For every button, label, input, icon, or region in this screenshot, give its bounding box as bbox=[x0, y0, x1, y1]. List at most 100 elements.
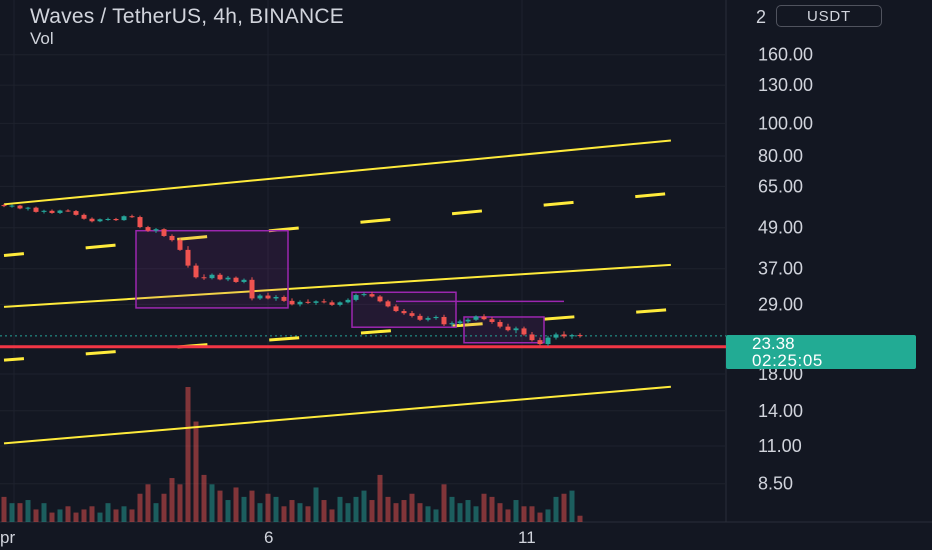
candle bbox=[481, 314, 487, 321]
volume-indicator-label[interactable]: Vol bbox=[30, 29, 54, 48]
volume-bar bbox=[89, 506, 95, 522]
volume-bar bbox=[321, 500, 327, 522]
volume-bars bbox=[1, 387, 583, 522]
candle-body bbox=[185, 249, 191, 266]
channel-line-dashed bbox=[3, 191, 672, 258]
candle bbox=[9, 204, 15, 208]
range-box bbox=[135, 229, 289, 309]
symbol-title[interactable]: Waves / TetherUS, 4h, BINANCE bbox=[30, 5, 344, 28]
candle bbox=[353, 293, 359, 302]
volume-bar bbox=[409, 493, 415, 522]
candle-body bbox=[217, 274, 223, 280]
candle bbox=[369, 291, 375, 298]
channel-line-solid bbox=[3, 139, 671, 206]
volume-bar bbox=[473, 506, 479, 522]
candle bbox=[321, 298, 327, 304]
candle-body bbox=[473, 316, 479, 320]
candle bbox=[401, 308, 407, 315]
candle-body bbox=[209, 274, 215, 279]
candle-body bbox=[401, 311, 407, 314]
candle bbox=[337, 301, 343, 307]
volume-bar bbox=[433, 509, 439, 522]
candle-body bbox=[169, 235, 175, 241]
candle-body bbox=[145, 227, 151, 231]
candle bbox=[217, 273, 223, 281]
volume-bar bbox=[457, 503, 463, 522]
volume-bar bbox=[313, 487, 319, 522]
y-tick-label: 37.00 bbox=[758, 259, 803, 279]
candle-body bbox=[569, 335, 575, 337]
candle bbox=[233, 276, 239, 283]
axis-top-label: 2 bbox=[756, 7, 767, 27]
candle bbox=[129, 214, 135, 218]
volume-bar bbox=[129, 509, 135, 522]
candles bbox=[1, 204, 583, 347]
candle-body bbox=[353, 295, 359, 300]
candle bbox=[377, 295, 383, 303]
candle bbox=[529, 332, 535, 342]
volume-bar bbox=[569, 490, 575, 522]
candle bbox=[393, 304, 399, 313]
volume-bar bbox=[337, 496, 343, 522]
volume-bar bbox=[265, 493, 271, 522]
volume-bar bbox=[145, 484, 151, 522]
time-axis[interactable]: pr 6 11 bbox=[0, 528, 536, 547]
candle bbox=[417, 313, 423, 321]
candle bbox=[209, 273, 215, 280]
candle bbox=[249, 277, 255, 301]
candle bbox=[153, 227, 159, 233]
candle-body bbox=[249, 279, 255, 299]
volume-bar bbox=[481, 493, 487, 522]
volume-bar bbox=[105, 503, 111, 522]
candle-body bbox=[241, 279, 247, 282]
volume-bar bbox=[153, 503, 159, 522]
candle-body bbox=[393, 306, 399, 312]
candle-body bbox=[385, 301, 391, 307]
channel-line-solid bbox=[3, 263, 671, 308]
volume-bar bbox=[393, 503, 399, 522]
y-tick-label: 100.00 bbox=[758, 113, 813, 133]
candle-body bbox=[505, 326, 511, 331]
channel-line-dashed bbox=[3, 307, 672, 362]
volume-bar bbox=[369, 500, 375, 522]
volume-bar bbox=[289, 500, 295, 522]
candle-body bbox=[25, 207, 31, 209]
candle-body bbox=[521, 328, 527, 335]
volume-bar bbox=[505, 509, 511, 522]
volume-bar bbox=[489, 496, 495, 522]
candle-body bbox=[121, 216, 127, 221]
y-tick-label: 49.00 bbox=[758, 218, 803, 238]
price-axis[interactable]: 160.00 130.00 100.00 80.00 65.00 49.00 37.00 29… bbox=[758, 45, 813, 494]
grid bbox=[0, 0, 932, 523]
candle-body bbox=[497, 322, 503, 327]
candle bbox=[289, 298, 295, 306]
candle-body bbox=[465, 319, 471, 322]
volume-bar bbox=[217, 490, 223, 522]
volume-bar bbox=[521, 506, 527, 522]
candle-body bbox=[89, 218, 95, 222]
y-tick-label: 160.00 bbox=[758, 45, 813, 65]
volume-bar bbox=[513, 500, 519, 522]
candle-body bbox=[137, 217, 143, 228]
candle-body bbox=[273, 296, 279, 299]
candle bbox=[73, 210, 79, 216]
volume-bar bbox=[97, 512, 103, 522]
candle-body bbox=[409, 313, 415, 316]
candle bbox=[305, 299, 311, 304]
candle-body bbox=[489, 319, 495, 323]
x-tick-label: 11 bbox=[518, 528, 536, 547]
currency-button[interactable]: USDT bbox=[776, 5, 882, 27]
volume-bar bbox=[201, 474, 207, 522]
volume-bar bbox=[233, 487, 239, 522]
candle-body bbox=[177, 240, 183, 250]
candle bbox=[577, 333, 583, 338]
candle bbox=[409, 311, 415, 318]
candle bbox=[489, 316, 495, 324]
volume-bar bbox=[449, 496, 455, 522]
candle bbox=[473, 315, 479, 321]
volume-bar bbox=[73, 512, 79, 522]
candle bbox=[465, 318, 471, 324]
candle bbox=[137, 215, 143, 229]
volume-bar bbox=[385, 496, 391, 522]
